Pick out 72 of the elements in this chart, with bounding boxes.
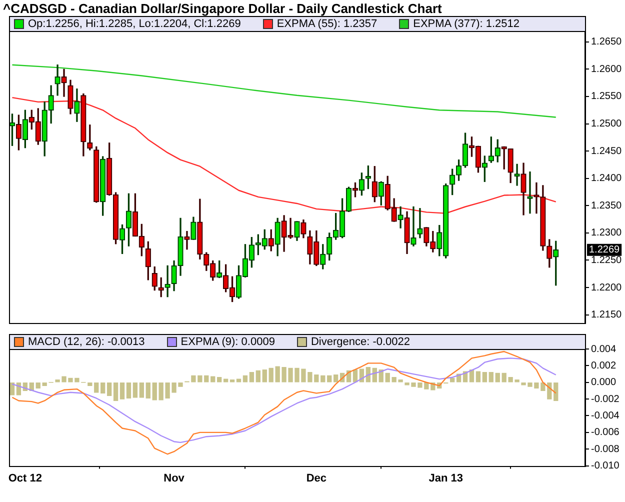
bar <box>217 377 222 382</box>
legend-label: EXPMA (377): 1.2512 <box>413 18 520 30</box>
y-tick-label: 0.002 <box>591 360 616 372</box>
candlestick <box>417 208 423 238</box>
bar <box>223 378 228 382</box>
candlestick <box>184 230 190 250</box>
bar <box>242 375 248 382</box>
bar <box>495 372 500 382</box>
text: Op:1.2256, Hi:1.2285, Lo:1.2204, Cl:1.2269 <box>28 18 241 30</box>
bar <box>139 382 144 398</box>
chart-title: ^CADSGD - Canadian Dollar/Singapore Dollar - Daily Candlestick Chart <box>3 1 442 16</box>
bar <box>36 382 40 389</box>
candlestick <box>514 164 520 186</box>
candlestick <box>61 68 67 97</box>
bar <box>476 371 481 382</box>
y-tick-label: 1.2400 <box>591 173 622 184</box>
bar <box>88 382 92 386</box>
x-tick-label: Oct 12 <box>8 472 42 484</box>
bar <box>210 376 216 382</box>
bar <box>120 382 125 400</box>
x-tick-label: Nov <box>164 472 186 484</box>
bar <box>554 382 558 402</box>
bar <box>42 382 47 386</box>
bar <box>126 382 132 399</box>
bar <box>236 378 242 382</box>
legend-label: EXPMA (55): 1.2357 <box>276 18 378 30</box>
bar <box>334 374 338 382</box>
bar <box>488 372 494 382</box>
candlestick <box>164 265 170 298</box>
bar <box>152 382 157 400</box>
candlestick <box>410 206 416 246</box>
bar <box>320 375 326 382</box>
x-tick-label: Dec <box>306 472 327 484</box>
bar <box>146 382 150 399</box>
legend-label: Divergence: -0.0022 <box>310 336 410 348</box>
text: 1.2269 <box>589 244 620 256</box>
y-tick-label: 1.2650 <box>591 36 622 48</box>
y-tick-label: 1.2150 <box>591 310 622 321</box>
y-tick-label: 0.000 <box>591 377 616 388</box>
y-tick-label: 1.2250 <box>591 254 622 266</box>
bar <box>262 370 267 382</box>
y-tick-label: 1.2350 <box>591 200 622 212</box>
bar <box>94 382 99 393</box>
bar <box>249 372 254 382</box>
y-tick-label: -0.004 <box>591 410 620 422</box>
bar <box>230 380 235 382</box>
bar <box>113 382 118 402</box>
y-tick-label: 1.2500 <box>591 118 622 130</box>
bar <box>106 382 112 396</box>
y-tick-label: 0.004 <box>591 344 616 355</box>
bar <box>327 375 332 382</box>
y-tick-label: 1.2550 <box>591 91 622 102</box>
bar <box>268 368 274 382</box>
candlestick <box>398 206 404 228</box>
bar <box>132 382 138 398</box>
bar <box>10 382 15 396</box>
candlestick <box>527 171 533 214</box>
y-tick-label: -0.008 <box>591 444 620 455</box>
legend-label: MACD (12, 26): -0.0013 <box>28 336 145 348</box>
legend-label: EXPMA (9): 0.0009 <box>180 336 275 348</box>
y-tick-label: -0.006 <box>591 427 620 438</box>
bar <box>100 382 106 394</box>
y-tick-label: 1.2600 <box>591 64 622 75</box>
bar <box>256 370 260 382</box>
y-tick-label: -0.002 <box>591 394 620 405</box>
x-tick-label: Jan 13 <box>428 472 463 484</box>
bar <box>482 372 488 382</box>
y-tick-label: 1.2450 <box>591 146 622 157</box>
y-tick-label: 1.2200 <box>591 282 622 294</box>
y-tick-label: -0.010 <box>591 460 620 472</box>
y-tick-label: 1.2300 <box>591 228 622 239</box>
candlestick <box>534 182 540 214</box>
